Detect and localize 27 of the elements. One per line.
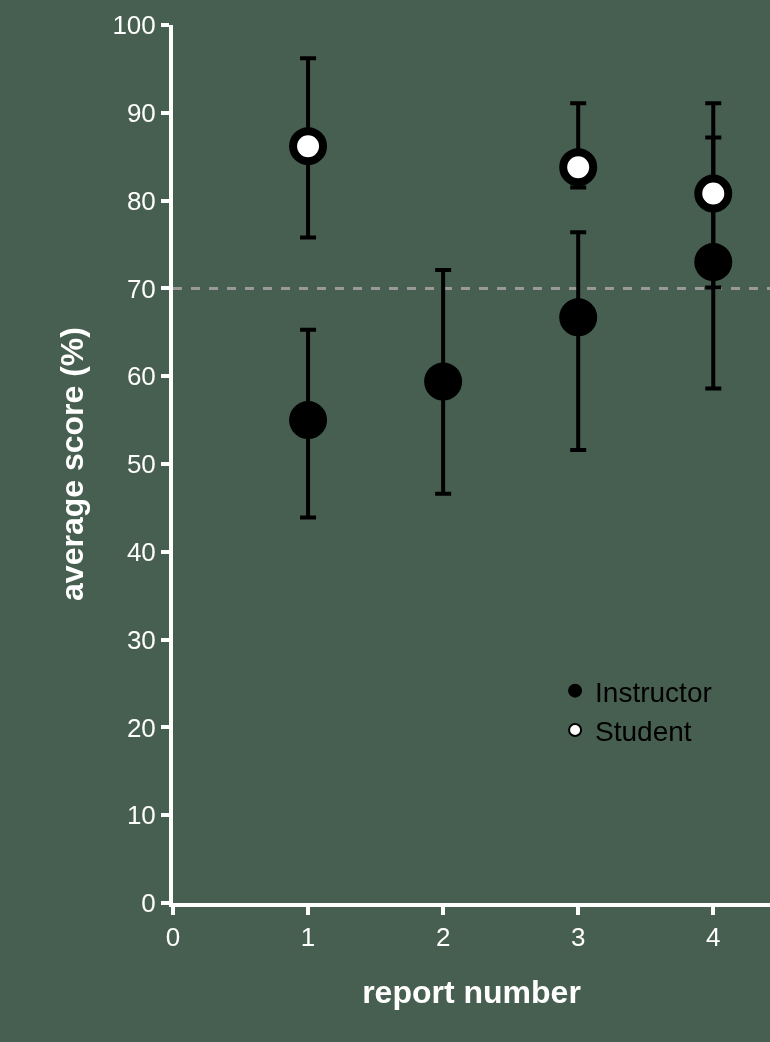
- x-tick-label: 1: [300, 922, 316, 953]
- y-tick-label: 90: [126, 97, 156, 128]
- y-axis-title: average score (%): [54, 327, 91, 601]
- point: [289, 127, 328, 166]
- point: [289, 401, 328, 440]
- x-tick-label: 3: [570, 922, 586, 953]
- y-tick-label: 30: [126, 624, 156, 655]
- point: [559, 148, 598, 187]
- point: [694, 174, 733, 213]
- y-tick-label: 60: [126, 361, 156, 392]
- y-tick-label: 80: [126, 185, 156, 216]
- point: [424, 362, 463, 401]
- y-tick-label: 100: [112, 10, 156, 41]
- x-axis-title: report number: [362, 973, 581, 1010]
- x-tick-label: 0: [165, 922, 181, 953]
- y-tick-label: 50: [126, 449, 156, 480]
- legend-label: Student: [595, 715, 692, 747]
- y-tick-label: 40: [126, 536, 156, 567]
- x-tick-label: 4: [706, 922, 721, 953]
- x-tick-label: 2: [435, 922, 451, 953]
- point: [694, 243, 733, 282]
- y-tick-label: 0: [141, 888, 156, 919]
- y-tick-label: 70: [126, 273, 156, 304]
- point: [559, 298, 598, 337]
- y-tick-label: 10: [126, 800, 156, 831]
- legend-label: Instructor: [595, 676, 712, 708]
- y-tick-label: 20: [126, 712, 156, 743]
